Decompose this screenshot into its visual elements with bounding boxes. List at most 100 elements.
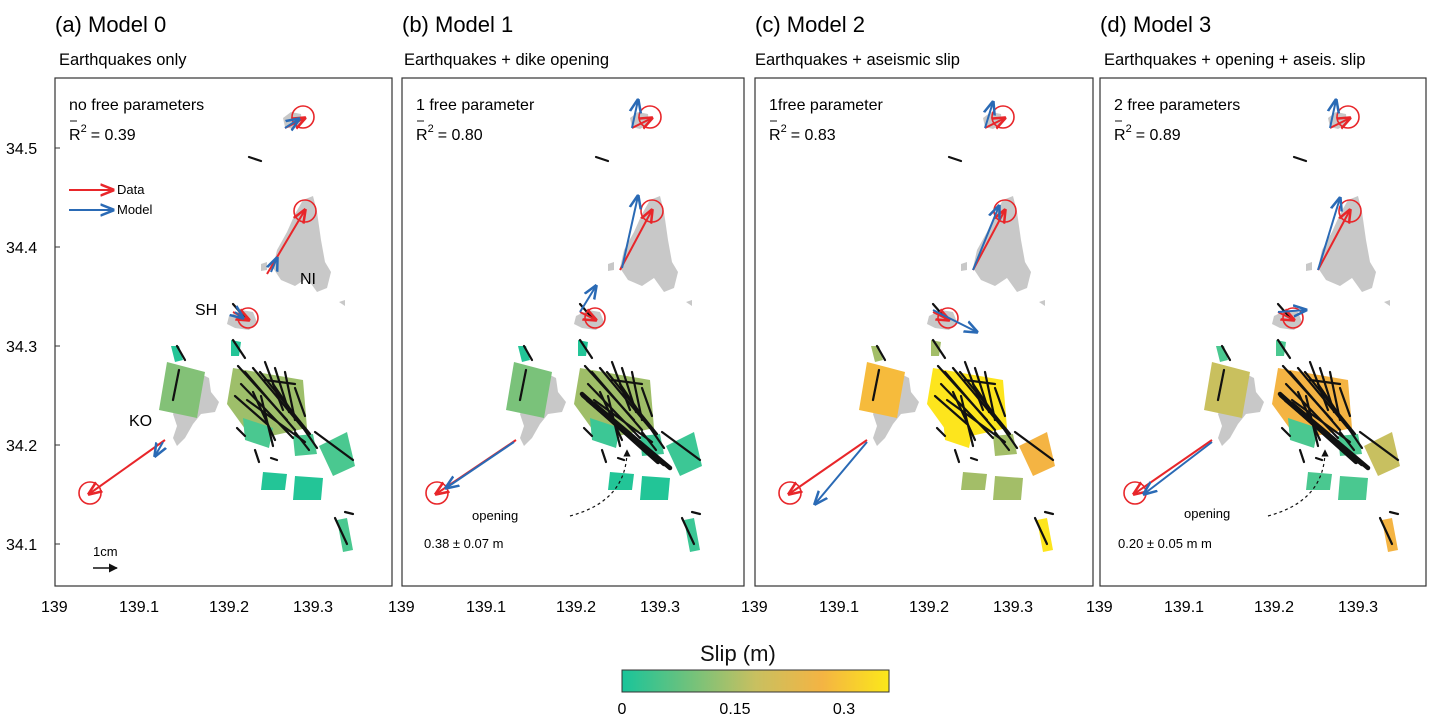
opening-label: opening xyxy=(472,508,518,523)
data-arrow xyxy=(579,312,596,320)
r2-label: R2 = 0.89 xyxy=(1114,123,1181,144)
slip-patch xyxy=(506,362,552,418)
x-tick-label: 139.2 xyxy=(909,599,949,616)
map-frame xyxy=(54,77,393,587)
x-tick-label: 139.2 xyxy=(1254,599,1294,616)
x-tick-label: 139.1 xyxy=(1164,599,1204,616)
panel-model-0: (a) Model 0 Earthquakes only xyxy=(54,12,393,587)
slip-patch xyxy=(666,432,702,476)
model-arrow xyxy=(446,441,515,488)
x-axis-model-0: 139 139.1 139.2 139.3 xyxy=(41,599,333,616)
y-tick-label: 34.3 xyxy=(6,339,37,356)
slip-patch xyxy=(943,418,973,448)
colorbar-tick-label: 0.3 xyxy=(833,701,855,718)
model-arrow xyxy=(235,312,243,318)
y-tick-label: 34.2 xyxy=(6,438,37,455)
y-axis: 34.5 34.4 34.3 34.2 34.1 xyxy=(6,141,60,554)
slip-patch xyxy=(337,518,353,552)
slip-patch xyxy=(1382,518,1398,552)
slip-patch xyxy=(859,362,905,418)
params-label: 1free parameter xyxy=(769,97,884,114)
x-axis-model-1: 139 139.1 139.2 139.3 xyxy=(388,599,680,616)
scale-label: 1cm xyxy=(93,544,118,559)
model-arrow xyxy=(815,441,868,504)
panel-map: 2 free parameters R2 = 0.89 opening 0.20 … xyxy=(1114,97,1400,552)
legend-data-label: Data xyxy=(117,182,145,197)
data-arrow xyxy=(631,118,652,128)
panel-title: (d) Model 3 xyxy=(1100,12,1211,37)
model-arrow xyxy=(1317,198,1340,271)
data-arrow xyxy=(1277,312,1294,320)
data-arrow xyxy=(1329,118,1350,128)
r2-label: R2 = 0.39 xyxy=(69,123,136,144)
slip-patch xyxy=(1037,518,1053,552)
slip-patch xyxy=(293,476,323,500)
panel-model-1: (b) Model 1 Earthquakes + dike opening xyxy=(401,12,745,587)
slip-patch xyxy=(993,476,1023,500)
panel-map: 1 free parameter R2 = 0.80 opening 0.38 ±… xyxy=(416,97,702,552)
x-axis-model-3: 139 139.1 139.2 139.3 xyxy=(1086,599,1378,616)
x-tick-label: 139.3 xyxy=(993,599,1033,616)
y-tick-label: 34.4 xyxy=(6,240,37,257)
slip-patch xyxy=(684,518,700,552)
colorbar-tick-label: 0.15 xyxy=(719,701,750,718)
panel-subtitle: Earthquakes + aseismic slip xyxy=(755,51,960,69)
colorbar: 0 0.15 0.3 xyxy=(618,669,890,718)
slip-patch xyxy=(640,476,670,500)
opening-value: 0.20 ± 0.05 m m xyxy=(1118,536,1212,551)
island-label-ko: KO xyxy=(129,413,152,430)
data-arrow xyxy=(984,118,1005,128)
slip-patch xyxy=(1288,418,1318,448)
panel-map: no free parameters R2 = 0.39 Data Model N… xyxy=(69,97,355,573)
panel-map: 1free parameter R2 = 0.83 xyxy=(769,97,1055,552)
slip-patch xyxy=(1338,476,1368,500)
x-tick-label: 139 xyxy=(741,599,768,616)
opening-pointer xyxy=(1267,449,1329,517)
panel-title: (a) Model 0 xyxy=(55,12,166,37)
model-arrow xyxy=(579,286,596,313)
params-label: no free parameters xyxy=(69,97,204,114)
model-arrow xyxy=(985,102,993,129)
slip-patch xyxy=(590,418,620,448)
opening-label: opening xyxy=(1184,506,1230,521)
slip-patch xyxy=(1276,340,1286,356)
data-arrow xyxy=(972,210,1005,271)
colorbar-title: Slip (m) xyxy=(700,641,776,666)
x-tick-label: 139 xyxy=(388,599,415,616)
model-arrow xyxy=(271,258,277,273)
opening-pointer xyxy=(569,449,631,517)
data-arrow xyxy=(789,439,868,494)
x-axis-model-2: 139 139.1 139.2 139.3 xyxy=(741,599,1033,616)
x-tick-label: 139.1 xyxy=(819,599,859,616)
y-tick-label: 34.5 xyxy=(6,141,37,158)
slip-patch xyxy=(931,340,941,356)
x-tick-label: 139.2 xyxy=(556,599,596,616)
r2-label: R2 = 0.83 xyxy=(769,123,836,144)
data-arrow xyxy=(932,312,949,320)
island-label-sh: SH xyxy=(195,302,217,319)
island-label-ni: NI xyxy=(300,271,316,288)
legend-model-label: Model xyxy=(117,202,153,217)
panel-subtitle: Earthquakes + opening + aseis. slip xyxy=(1104,51,1365,69)
params-label: 2 free parameters xyxy=(1114,97,1240,114)
panel-model-2: (c) Model 2 Earthquakes + aseismic slip xyxy=(754,12,1094,587)
model-arrow xyxy=(632,100,638,129)
slip-patch xyxy=(231,340,241,356)
panel-title: (c) Model 2 xyxy=(755,12,865,37)
x-tick-label: 139 xyxy=(1086,599,1113,616)
colorbar-tick-label: 0 xyxy=(618,701,627,718)
panel-subtitle: Earthquakes only xyxy=(59,51,187,69)
model-arrow xyxy=(621,196,638,269)
x-tick-label: 139.3 xyxy=(1338,599,1378,616)
model-arrow xyxy=(972,206,999,271)
model-arrow xyxy=(284,119,299,128)
model-arrow xyxy=(1277,310,1306,312)
slip-patch xyxy=(159,362,205,418)
x-tick-label: 139 xyxy=(41,599,68,616)
model-arrow xyxy=(1330,100,1336,129)
x-tick-label: 139.2 xyxy=(209,599,249,616)
slip-patch xyxy=(608,472,634,490)
slip-patch xyxy=(1204,362,1250,418)
slip-patch xyxy=(578,340,588,356)
data-arrow xyxy=(619,210,652,271)
